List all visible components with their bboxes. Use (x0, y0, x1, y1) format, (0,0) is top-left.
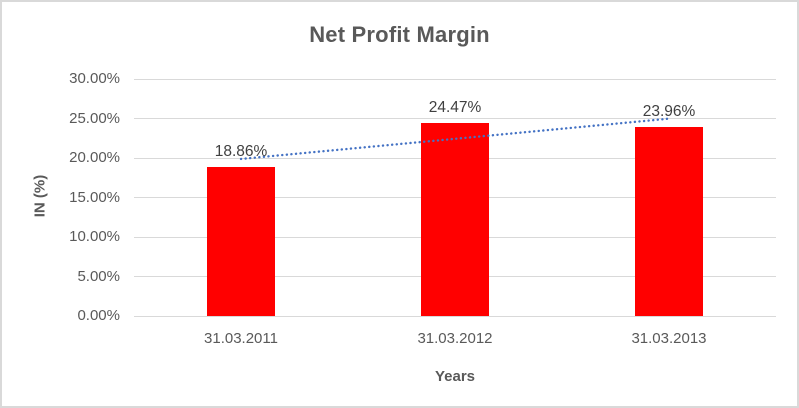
gridline (134, 78, 776, 80)
y-tick-label: 20.00% (69, 149, 120, 166)
bar (635, 126, 703, 316)
bar-value-label: 24.47% (428, 98, 482, 116)
x-tick-label: 31.03.2011 (204, 330, 278, 347)
gridline (134, 315, 776, 317)
y-tick-label: 25.00% (69, 109, 120, 127)
chart-title: Net Profit Margin (309, 22, 490, 47)
bar-value-label: 18.86% (214, 143, 268, 160)
y-tick-label: 5.00% (77, 267, 120, 285)
x-axis-title: Years (434, 368, 476, 385)
bar-value-label: 23.96% (642, 102, 696, 120)
y-tick-label: 10.00% (69, 228, 120, 245)
x-tick-label: 31.03.2012 (417, 330, 493, 347)
y-tick-label: 30.00% (69, 70, 120, 87)
bar (207, 167, 275, 316)
bar (421, 122, 489, 316)
x-tick-label: 31.03.2013 (631, 330, 707, 347)
y-tick-label: 0.00% (77, 307, 120, 324)
y-tick-label: 15.00% (69, 188, 120, 206)
